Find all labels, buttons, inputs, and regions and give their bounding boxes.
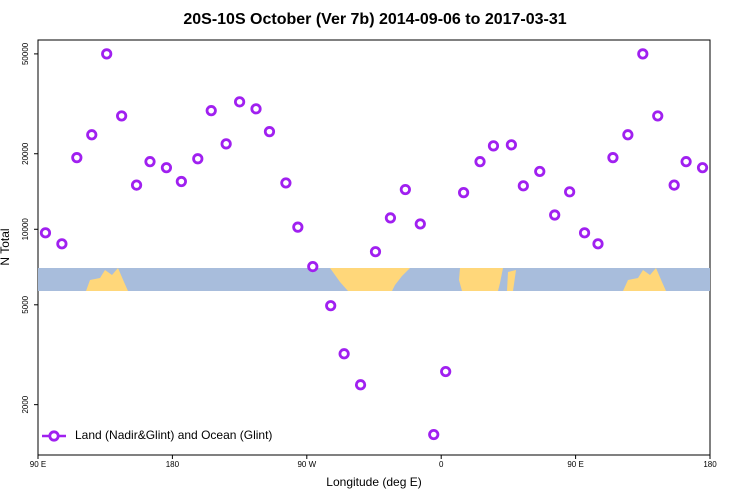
point [637,48,649,60]
point [399,183,411,196]
point [101,48,113,60]
point [205,105,217,117]
point [250,103,262,115]
x-tick-label: 180 [703,460,717,469]
point [263,126,276,138]
point [474,156,486,168]
legend-marker [48,430,60,442]
point [86,129,98,141]
point [307,260,319,273]
y-tick-label: 50000 [21,42,30,65]
point [116,110,128,122]
point [668,179,680,191]
point [440,365,452,378]
x-axis-label: Longitude (deg E) [326,475,421,489]
point [39,227,52,239]
point [369,246,382,258]
point [680,156,692,168]
point [192,153,204,165]
point [578,227,591,239]
point [457,187,470,199]
y-tick-label: 10000 [21,218,30,241]
map-strip [38,268,710,291]
point [534,165,546,178]
point [414,218,426,230]
point [696,162,709,174]
point [130,179,143,191]
point [175,175,187,188]
legend-label: Land (Nadir&Glint) and Ocean (Glint) [75,428,272,442]
point [592,238,604,250]
point [549,209,561,221]
point [517,180,529,192]
point [71,152,83,164]
y-tick-label: 2000 [21,395,30,413]
point [220,138,232,150]
y-axis-label: N Total [0,228,12,265]
y-tick-label: 20000 [21,142,30,165]
x-tick-label: 90 E [567,460,583,469]
point [280,177,292,189]
point [564,186,576,198]
chart-title: 20S-10S October (Ver 7b) 2014-09-06 to 2… [183,11,566,28]
x-tick-label: 90 E [30,460,46,469]
point [428,428,440,441]
x-tick-label: 0 [439,460,444,469]
x-tick-label: 180 [166,460,180,469]
point [144,156,156,168]
point [505,139,517,151]
point [56,238,68,250]
point [338,348,350,360]
point [354,379,367,391]
y-tick-label: 5000 [21,295,30,313]
point [325,300,337,312]
x-tick-label: 90 W [297,460,316,469]
legend: Land (Nadir&Glint) and Ocean (Glint) [42,428,272,442]
point [234,96,246,108]
point [160,162,173,174]
plot-frame [37,39,711,456]
point [384,212,397,224]
point [607,152,619,164]
point [487,140,500,152]
point [622,129,634,141]
point [652,110,664,122]
point [292,221,304,233]
